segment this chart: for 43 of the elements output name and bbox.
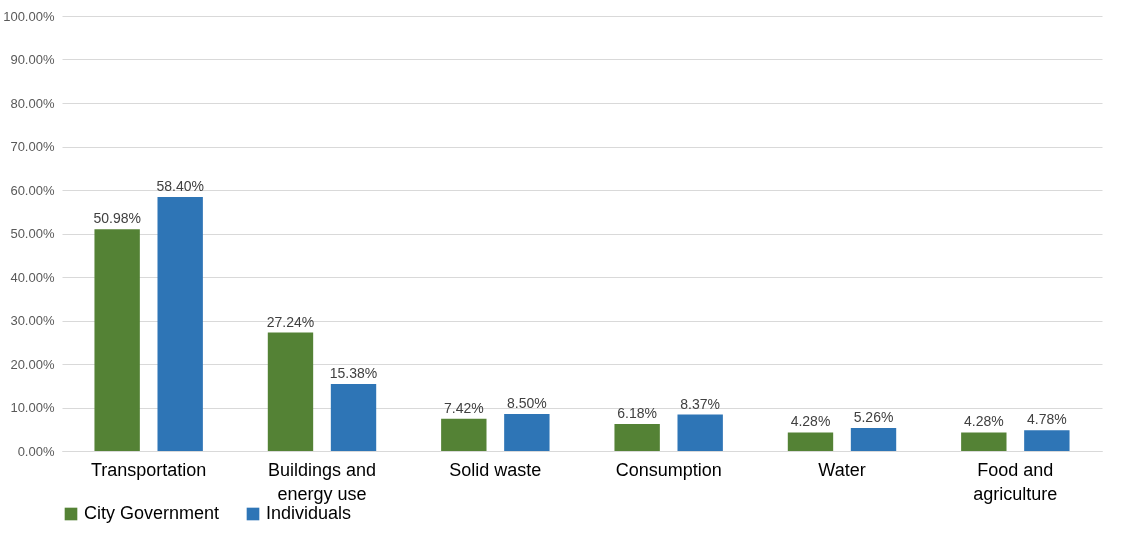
data-label: 7.42%	[443, 399, 484, 416]
bar	[614, 424, 660, 451]
data-label: 15.38%	[329, 365, 378, 382]
x-tick-label: Buildings and energy use	[267, 459, 377, 504]
x-tick-label: Food and agriculture	[973, 459, 1058, 504]
data-label: 58.40%	[156, 177, 204, 194]
y-tick-label: 60.00%	[10, 182, 55, 198]
x-tick-label: Consumption	[615, 459, 722, 480]
y-tick-label: 30.00%	[10, 313, 55, 328]
y-tick-label: 40.00%	[10, 269, 55, 285]
y-tick-label: 0.00%	[17, 443, 55, 459]
data-label: 8.37%	[680, 395, 721, 412]
legend-label: City Government	[84, 503, 220, 523]
x-tick-label: Water	[818, 459, 866, 480]
data-label: 8.50%	[507, 395, 547, 412]
bar	[677, 414, 723, 451]
y-tick-label: 70.00%	[10, 139, 55, 154]
y-tick-label: 100.00%	[3, 8, 55, 24]
bar	[267, 332, 314, 451]
y-tick-label: 20.00%	[10, 356, 55, 372]
x-tick-label: Solid waste	[449, 459, 542, 480]
y-tick-label: 50.00%	[10, 226, 55, 241]
legend-label: Individuals	[266, 503, 352, 523]
bar	[441, 418, 487, 451]
data-label: 6.18%	[617, 405, 657, 422]
bar	[330, 384, 377, 451]
data-label: 50.98%	[93, 210, 141, 227]
data-label: 5.26%	[853, 409, 894, 426]
data-label: 4.28%	[790, 413, 831, 430]
bar	[504, 414, 550, 451]
y-tick-label: 10.00%	[10, 400, 55, 415]
y-tick-label: 90.00%	[10, 52, 55, 67]
bar	[157, 196, 203, 451]
bar	[94, 229, 140, 451]
bar	[850, 428, 897, 451]
data-label: 27.24%	[266, 313, 315, 330]
y-tick-label: 80.00%	[10, 95, 55, 111]
bar	[961, 432, 1007, 451]
data-label: 4.28%	[963, 413, 1004, 430]
data-label: 4.78%	[1027, 411, 1067, 428]
x-tick-label: Transportation	[90, 459, 207, 480]
bar	[1024, 430, 1070, 451]
bar	[787, 432, 834, 451]
